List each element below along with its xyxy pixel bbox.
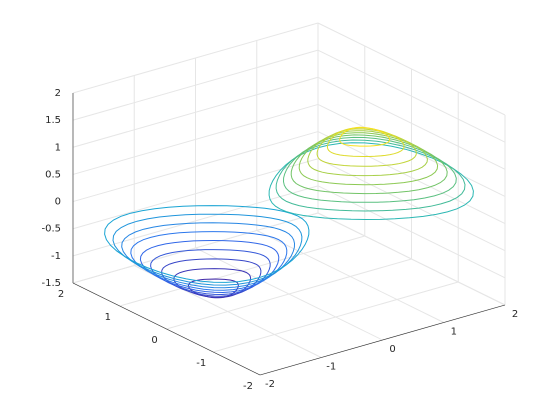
y-tick-label: -2: [243, 381, 253, 392]
grid-line: [72, 22, 319, 94]
contour-line: [139, 239, 280, 294]
contour-line: [130, 231, 288, 291]
grid-line: [317, 49, 506, 143]
contour-line: [339, 126, 391, 147]
grid-line: [317, 131, 506, 225]
x-tick-label: 1: [451, 327, 457, 338]
grid-line: [72, 49, 319, 121]
contour-line: [173, 268, 252, 298]
grid-line: [72, 131, 319, 203]
grid-line: [317, 76, 506, 170]
contour-line: [290, 134, 448, 195]
contour-line: [298, 132, 439, 186]
grid-line: [317, 212, 506, 306]
contour-line: [282, 136, 457, 203]
contour-line: [104, 205, 310, 283]
grid-line: [317, 22, 506, 116]
z-tick-label: 0.5: [45, 169, 61, 180]
x-tick-label: -1: [326, 362, 336, 373]
z-tick-label: 1.5: [45, 115, 61, 126]
contour-line: [275, 139, 466, 212]
grid-line: [317, 103, 506, 197]
y-tick-label: 0: [151, 335, 157, 346]
z-tick-label: 2: [55, 88, 61, 99]
y-tick-label: 1: [105, 312, 111, 323]
grid-line: [317, 185, 506, 279]
z-tick-label: 0: [55, 197, 61, 208]
x-tick-label: -2: [265, 379, 275, 390]
z-tick-label: 1: [55, 142, 61, 153]
contour-line: [150, 249, 271, 296]
grid-line: [72, 76, 319, 148]
contour-line: [268, 142, 474, 221]
contour-line: [316, 128, 417, 167]
grid-line: [72, 103, 319, 175]
z-tick-label: -1.5: [41, 278, 61, 289]
z-tick-label: -0.5: [41, 224, 61, 235]
contour-line: [112, 213, 303, 286]
axis-line: [72, 282, 261, 376]
grid-line: [166, 258, 412, 330]
grid-line: [213, 281, 459, 353]
y-tick-label: -1: [196, 358, 206, 369]
grid-line: [72, 158, 319, 230]
contour-line: [161, 258, 262, 297]
contour-line: [121, 222, 296, 289]
grid-line: [72, 212, 319, 284]
z-tick-label: -1: [51, 251, 61, 262]
y-tick-label: 2: [58, 289, 64, 300]
x-tick-label: 2: [512, 309, 518, 320]
grid-line: [317, 158, 506, 252]
x-tick-label: 0: [389, 344, 395, 355]
axis-line: [259, 304, 506, 376]
contour-line: [307, 130, 428, 177]
